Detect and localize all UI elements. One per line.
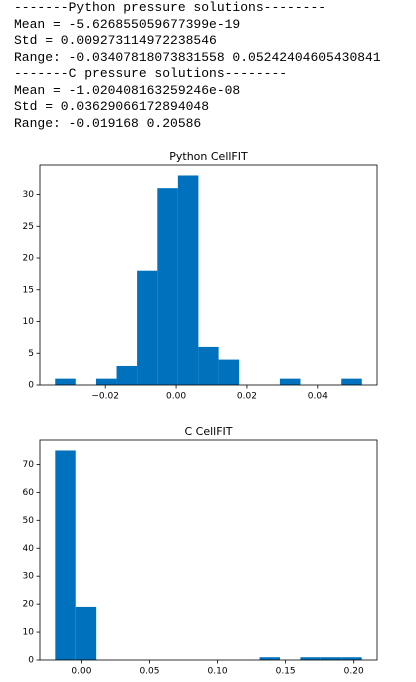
output-line: -------Python pressure solutions-------- <box>14 0 327 15</box>
x-tick-label: 0.00 <box>71 667 91 677</box>
output-line: Range: -0.019168 0.20586 <box>14 115 202 131</box>
y-tick-label: 40 <box>23 544 35 554</box>
bar <box>198 346 219 385</box>
y-tick-label: 15 <box>23 285 34 295</box>
y-tick-label: 0 <box>28 381 34 391</box>
x-tick-label: 0.10 <box>208 667 228 677</box>
bar <box>116 365 138 385</box>
y-tick-label: 10 <box>23 628 35 638</box>
y-tick-label: 20 <box>23 600 35 610</box>
text-output: -------Python pressure solutions--------… <box>14 0 381 132</box>
bar <box>55 450 76 660</box>
output-line: Range: -0.03407818073831558 0.0524240460… <box>14 49 381 65</box>
bar <box>55 378 76 385</box>
y-tick-label: 50 <box>23 516 35 526</box>
bar <box>341 378 362 385</box>
x-tick-label: 0.00 <box>166 392 186 402</box>
bar <box>259 657 280 660</box>
output-line: Mean = -1.020408163259246e-08 <box>14 82 241 98</box>
x-tick-label: 0.04 <box>308 392 328 402</box>
x-tick-label: 0.15 <box>276 667 296 677</box>
bar <box>95 378 117 385</box>
y-tick-label: 30 <box>23 190 35 200</box>
y-tick-label: 5 <box>28 349 34 359</box>
y-tick-label: 70 <box>23 460 35 470</box>
y-tick-label: 25 <box>23 222 34 232</box>
bar <box>341 657 362 660</box>
chart-title: Python CellFIT <box>169 150 248 163</box>
output-line: Std = 0.009273114972238546 <box>14 33 217 48</box>
x-tick-label: 0.20 <box>344 667 364 677</box>
axes-frame <box>39 439 378 661</box>
bar <box>300 657 321 660</box>
y-tick-label: 60 <box>23 488 35 498</box>
bar <box>177 175 199 385</box>
x-tick-label: 0.05 <box>139 667 159 677</box>
y-tick-label: 10 <box>23 317 35 327</box>
output-line: Mean = -5.626855059677399e-19 <box>14 16 241 32</box>
x-tick-label: 0.02 <box>237 392 257 402</box>
bar <box>157 188 178 385</box>
bar <box>279 378 301 385</box>
bar <box>320 657 342 660</box>
x-tick-label: −0.02 <box>91 392 119 402</box>
output-line: Std = 0.03629066172894048 <box>14 99 210 114</box>
bar <box>137 270 158 385</box>
y-tick-label: 0 <box>28 656 34 666</box>
bar <box>75 606 97 660</box>
bar <box>218 359 240 385</box>
chart-title: C CellFIT <box>184 425 232 438</box>
y-tick-label: 20 <box>23 254 35 264</box>
y-tick-label: 30 <box>23 572 35 582</box>
output-line: -------C pressure solutions-------- <box>14 66 288 81</box>
axes-frame <box>39 164 378 386</box>
